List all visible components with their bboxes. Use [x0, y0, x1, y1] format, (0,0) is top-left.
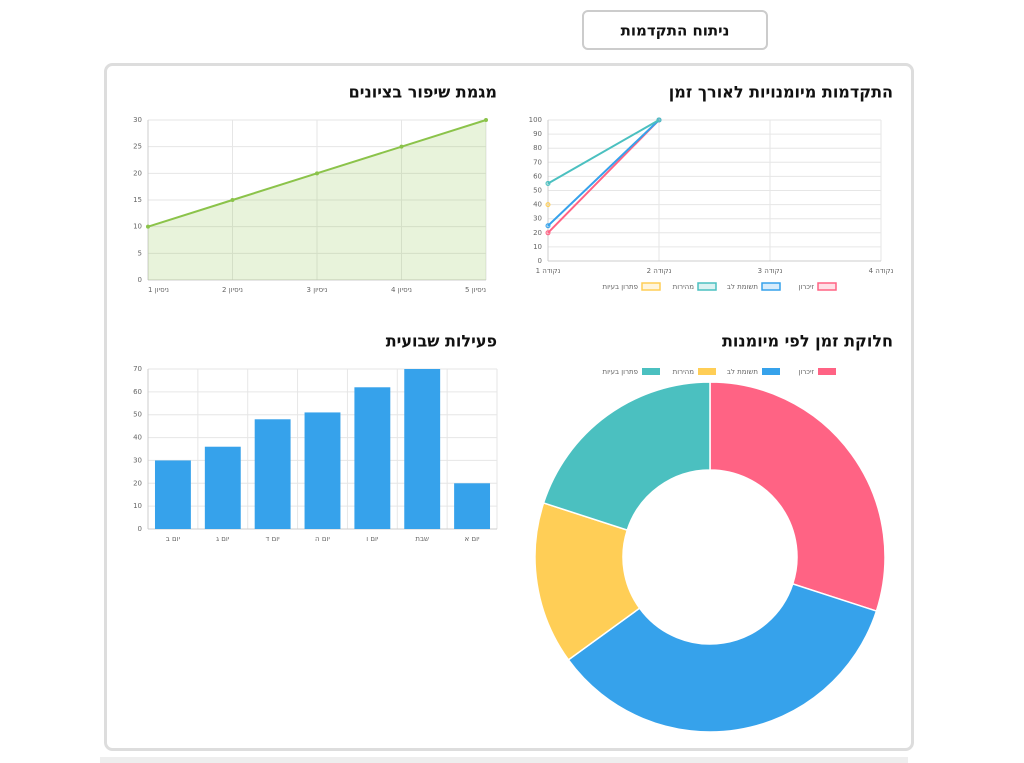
point	[545, 202, 551, 208]
x-tick-label: שבת	[415, 535, 429, 543]
legend-swatch	[817, 282, 837, 291]
bar	[454, 483, 491, 529]
x-tick-label: נקודה 1	[536, 267, 561, 275]
series-line	[547, 119, 660, 227]
legend-swatch	[641, 282, 661, 291]
point	[484, 118, 488, 122]
y-tick-label: 5	[138, 249, 142, 257]
legend-swatch	[642, 368, 660, 375]
bar	[354, 387, 391, 529]
y-tick-label: 25	[133, 143, 142, 151]
y-tick-label: 20	[133, 169, 142, 177]
y-tick-label: 0	[138, 276, 142, 284]
y-tick-label: 20	[133, 479, 142, 487]
legend-label: זיכרון	[799, 368, 815, 376]
y-tick-label: 15	[133, 196, 142, 204]
legend-label: מהירות	[673, 368, 695, 376]
doughnut-slice	[542, 381, 711, 532]
x-tick-label: ניסיון 5	[465, 286, 486, 294]
y-tick-label: 50	[533, 187, 542, 195]
series-line	[547, 119, 660, 185]
point	[545, 180, 551, 186]
y-tick-label: 50	[133, 411, 142, 419]
y-tick-label: 40	[133, 434, 142, 442]
y-tick-label: 10	[533, 243, 542, 251]
y-tick-label: 40	[533, 201, 542, 209]
x-tick-label: יום ב	[166, 535, 181, 543]
legend-swatch	[697, 282, 717, 291]
legend-label: פתרון בעיות	[603, 283, 638, 291]
y-tick-label: 80	[533, 144, 542, 152]
chart-title: פעילות שבועית	[386, 332, 497, 351]
point	[230, 198, 235, 202]
y-tick-label: 10	[133, 502, 142, 510]
legend-swatch	[761, 282, 781, 291]
y-tick-label: 100	[529, 116, 542, 124]
legend-label: זיכרון	[799, 283, 815, 291]
legend-label: פתרון בעיות	[603, 368, 638, 376]
point	[146, 224, 150, 229]
charts-panel	[104, 63, 914, 751]
chart-title: מגמת שיפור בציונים	[349, 83, 497, 102]
area-fill	[148, 120, 486, 280]
legend-swatch	[818, 368, 836, 375]
chart-title: חלוקת זמן לפי מיומנות	[722, 332, 893, 351]
y-tick-label: 90	[533, 130, 542, 138]
x-tick-label: יום ג	[216, 535, 230, 543]
x-tick-label: נקודה 4	[869, 267, 894, 275]
bottom-strip	[100, 757, 908, 763]
x-tick-label: ניסיון 3	[307, 286, 328, 294]
x-tick-label: יום ד	[266, 535, 281, 543]
y-tick-label: 60	[133, 388, 142, 396]
x-tick-label: נקודה 2	[647, 267, 672, 275]
point	[399, 144, 404, 149]
y-tick-label: 0	[138, 525, 142, 533]
point	[315, 171, 319, 176]
y-tick-label: 10	[133, 223, 142, 231]
legend-label: תשומת לב	[727, 283, 758, 291]
point	[656, 117, 662, 123]
x-tick-label: יום ה	[315, 535, 330, 543]
legend-label: מהירות	[673, 283, 695, 291]
doughnut-slice	[709, 381, 886, 613]
y-tick-label: 30	[533, 215, 542, 223]
bar	[254, 419, 291, 529]
bar	[304, 412, 341, 529]
chart-title: התקדמות מיומנויות לאורך זמן	[669, 83, 893, 102]
y-tick-label: 70	[533, 158, 542, 166]
x-tick-label: ניסיון 2	[222, 286, 243, 294]
doughnut-slice	[567, 582, 878, 733]
legend-swatch	[698, 368, 716, 375]
y-tick-label: 30	[133, 116, 142, 124]
bar	[204, 446, 241, 529]
x-tick-label: יום ו	[366, 535, 379, 543]
legend-label: תשומת לב	[727, 368, 758, 376]
x-tick-label: נקודה 3	[758, 267, 783, 275]
y-tick-label: 70	[133, 365, 142, 373]
y-tick-label: 20	[533, 229, 542, 237]
x-tick-label: ניסיון 1	[148, 286, 169, 294]
x-tick-label: ניסיון 4	[391, 286, 412, 294]
y-tick-label: 60	[533, 172, 542, 180]
button-label[interactable]: ניתוח התקדמות	[621, 22, 730, 40]
y-tick-label: 0	[538, 257, 542, 265]
point	[545, 223, 551, 229]
legend-swatch	[762, 368, 780, 375]
y-tick-label: 30	[133, 456, 142, 464]
bar	[404, 369, 441, 529]
x-tick-label: יום א	[465, 535, 480, 543]
bar	[154, 460, 191, 529]
point	[545, 230, 551, 236]
analysis-button[interactable]	[582, 10, 768, 50]
